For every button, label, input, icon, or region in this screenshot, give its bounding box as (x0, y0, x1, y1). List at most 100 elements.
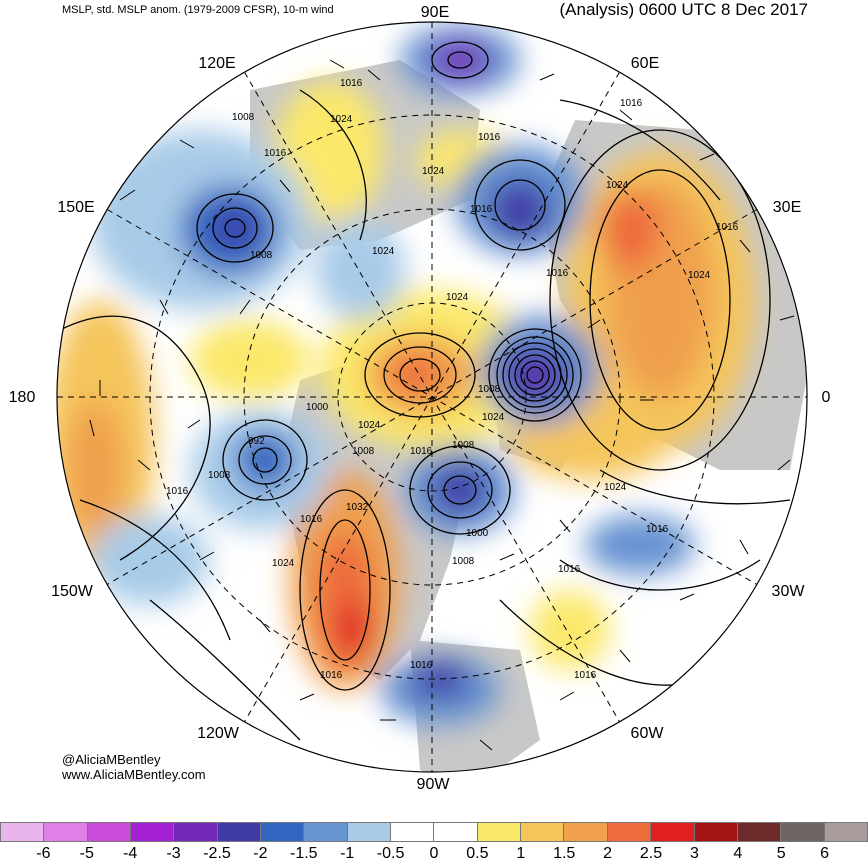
isobar-label: 1016 (646, 524, 669, 535)
colorbar-swatch (824, 822, 868, 842)
isobar-label: 1016 (620, 98, 643, 109)
colorbar-swatch (261, 822, 305, 842)
author-website-link[interactable]: www.AliciaMBentley.com (62, 767, 206, 782)
colorbar-swatch (607, 822, 652, 842)
isobar-label: 1024 (446, 292, 469, 303)
colorbar-swatch (694, 822, 738, 842)
lon-label-60e: 60E (631, 55, 659, 72)
isobar-label: 1016 (558, 564, 581, 575)
colorbar-tick-label: 0 (429, 845, 439, 862)
isobar-label: 1008 (250, 250, 273, 261)
colorbar-tick-label: -2.5 (203, 845, 231, 862)
isobar-label: 1024 (422, 166, 445, 177)
isobar-label: 1008 (452, 440, 475, 451)
isobar-label: 1016 (410, 660, 433, 671)
graticule (57, 22, 807, 772)
isobar-labels: 1016 1024 1008 1016 1016 1024 1016 1008 … (166, 78, 739, 681)
colorbar-swatches (0, 822, 868, 842)
isobar-label: 1016 (470, 204, 493, 215)
isobar-label: 1024 (482, 412, 505, 423)
isobar-label: 1024 (604, 482, 627, 493)
polar-map: 90E 60E 30E 0 30W 60W 90W 120W 150W 180 … (9, 4, 831, 793)
colorbar-swatch (0, 822, 45, 842)
isobar-label: 1024 (372, 246, 395, 257)
colorbar-swatch (87, 822, 132, 842)
isobar-label: 1024 (606, 180, 629, 191)
colorbar-swatch (781, 822, 825, 842)
lon-label-90w: 90W (417, 776, 451, 793)
colorbar-swatch (347, 822, 392, 842)
isobar-label: 1016 (546, 268, 569, 279)
isobar-label: 1024 (330, 114, 353, 125)
colorbar-tick-label: 3 (689, 845, 699, 862)
isobar-label: 992 (248, 436, 265, 447)
colorbar-tick-label: -1.5 (290, 845, 318, 862)
colorbar-swatch (174, 822, 218, 842)
isobar-label: 1024 (688, 270, 711, 281)
isobar-label: 1008 (352, 446, 375, 457)
colorbar-swatch (434, 822, 478, 842)
lon-label-120e: 120E (198, 55, 235, 72)
isobar-label: 1016 (716, 222, 739, 233)
lon-label-60w: 60W (631, 725, 665, 742)
isobar-label: 1016 (478, 132, 501, 143)
lon-label-90e: 90E (421, 4, 449, 21)
colorbar-tick-label: 5 (776, 845, 786, 862)
lon-label-150w: 150W (51, 583, 94, 600)
longitude-labels: 90E 60E 30E 0 30W 60W 90W 120W 150W 180 … (9, 4, 831, 793)
colorbar-tick-label: 4 (733, 845, 743, 862)
isobar-label: 1016 (410, 446, 433, 457)
colorbar-tick-label: -6 (36, 845, 51, 862)
isobar-lines (59, 41, 791, 741)
isobar-label: 1032 (346, 502, 369, 513)
wind-barbs (89, 59, 795, 751)
lon-label-30w: 30W (772, 583, 806, 600)
colorbar-tick-label: 1.5 (553, 845, 576, 862)
lon-label-30e: 30E (773, 199, 801, 216)
colorbar-tick-label: 2 (603, 845, 613, 862)
colorbar-tick-label: 6 (820, 845, 830, 862)
colorbar-tick-label: 2.5 (639, 845, 663, 862)
colorbar-swatch (564, 822, 608, 842)
colorbar-swatch (217, 822, 262, 842)
map-subtitle: MSLP, std. MSLP anom. (1979-2009 CFSR), … (62, 4, 334, 16)
map-boundary (56, 21, 808, 773)
colorbar-tick-label: 1 (516, 845, 526, 862)
author-handle: @AliciaMBentley (62, 752, 161, 767)
colorbar-tick-label: 0.5 (466, 845, 489, 862)
isobar-label: 1024 (272, 558, 295, 569)
colorbar-swatch (44, 822, 88, 842)
colorbar-tick-label: -4 (123, 845, 138, 862)
colorbar-swatch (737, 822, 782, 842)
isobar-label: 1016 (300, 514, 323, 525)
isobar-label: 1008 (478, 384, 501, 395)
isobar-label: 1016 (264, 148, 287, 159)
isobar-label: 1016 (320, 670, 343, 681)
colorbar-swatch (521, 822, 565, 842)
analysis-time-title: (Analysis) 0600 UTC 8 Dec 2017 (559, 0, 808, 19)
colorbar-tick-label: -2 (253, 845, 268, 862)
colorbar-swatch (391, 822, 435, 842)
isobar-label: 1000 (466, 528, 489, 539)
colorbar-tick-label: -3 (166, 845, 181, 862)
isobar-label: 1016 (574, 670, 597, 681)
isobar-label: 1000 (306, 402, 329, 413)
colorbar-tick-labels: -6 -5 -4 -3 -2.5 -2 -1.5 -1 -0.5 0 0.5 1 1.5 2 2.5 3 4 5 6 (0, 842, 868, 862)
colorbar-tick-label: -5 (79, 845, 94, 862)
colorbar-tick-label: -0.5 (376, 845, 405, 862)
colorbar-tick-label: -1 (340, 845, 355, 862)
colorbar-swatch (131, 822, 175, 842)
isobar-label: 1008 (452, 556, 475, 567)
isobar-label: 1024 (358, 420, 381, 431)
lon-label-0: 0 (822, 389, 831, 406)
colorbar-swatch (304, 822, 348, 842)
isobar-label: 1016 (166, 486, 189, 497)
lon-label-150e: 150E (57, 199, 94, 216)
lon-label-180: 180 (9, 389, 36, 406)
anomaly-field (57, 22, 807, 772)
lon-label-120w: 120W (197, 725, 240, 742)
anomaly-colorbar: -6 -5 -4 -3 -2.5 -2 -1.5 -1 -0.5 0 0.5 1 1.5 2 2.5 3 4 5 6 (0, 822, 868, 865)
colorbar-swatch (651, 822, 695, 842)
isobar-label: 1008 (208, 470, 231, 481)
colorbar-swatch (477, 822, 522, 842)
